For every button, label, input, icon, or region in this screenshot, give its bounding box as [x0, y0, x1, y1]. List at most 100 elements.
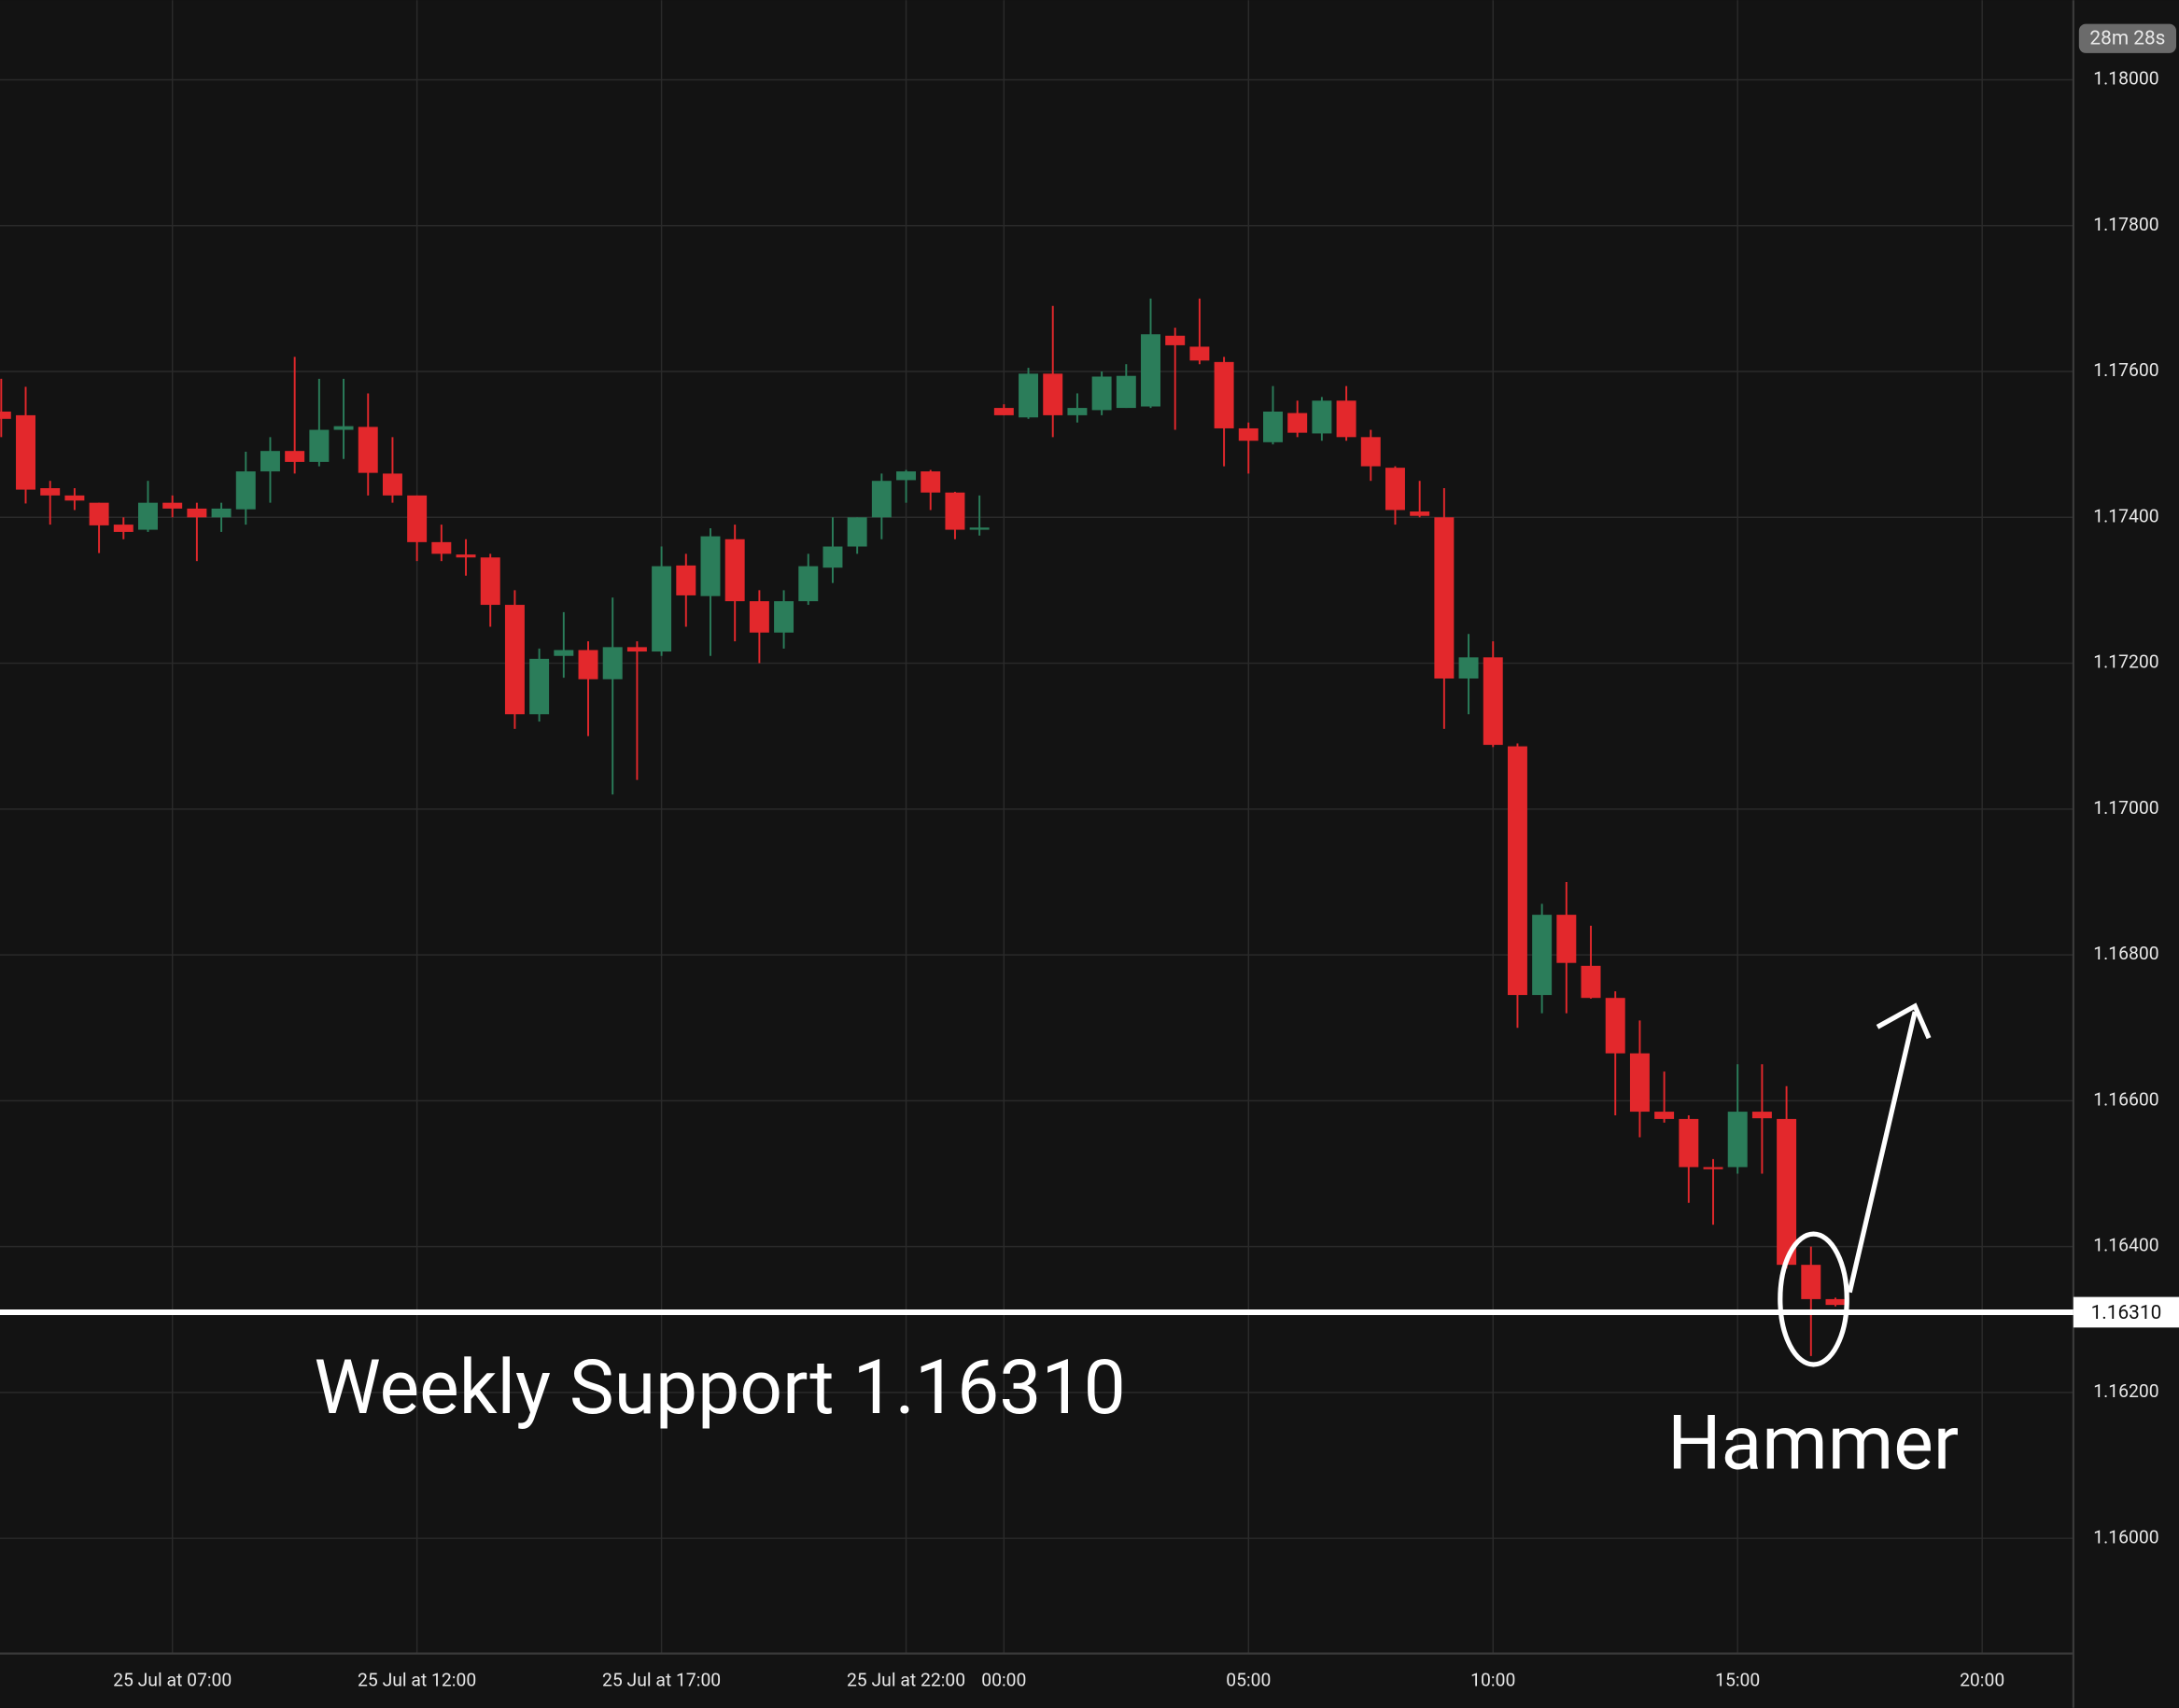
candle-body — [554, 650, 574, 656]
candle-body — [1116, 375, 1136, 409]
candle-body — [333, 426, 354, 430]
candle-body — [945, 492, 965, 530]
candle-body — [1458, 657, 1479, 679]
candle-body — [1091, 376, 1112, 411]
y-tick-label: 1.17400 — [2093, 505, 2158, 526]
candle-body — [529, 658, 550, 715]
candle-body — [602, 647, 623, 679]
candle-body — [1141, 334, 1160, 407]
candle-body — [626, 647, 647, 652]
y-tick-label: 1.16600 — [2093, 1088, 2158, 1110]
y-tick-label: 1.16000 — [2093, 1526, 2158, 1547]
candle-body — [652, 566, 672, 652]
arrow-shaft — [1847, 1011, 1918, 1294]
candle-body — [1312, 400, 1332, 434]
candle-body — [456, 554, 476, 558]
candle-body — [724, 539, 745, 602]
hammer-circle — [1778, 1231, 1849, 1367]
candle-body — [40, 488, 61, 496]
grid — [0, 0, 2074, 1654]
y-tick-label: 1.16200 — [2093, 1380, 2158, 1402]
x-tick-label: 00:00 — [981, 1670, 1026, 1691]
candle-body — [798, 566, 819, 602]
candle-body — [1434, 517, 1455, 679]
candle-body — [1605, 998, 1625, 1054]
countdown-box — [2078, 23, 2177, 53]
support-price-box — [2073, 1296, 2179, 1328]
candles — [0, 298, 1846, 1356]
candle-body — [993, 408, 1014, 415]
candle-body — [285, 451, 305, 462]
candle-body — [89, 502, 109, 525]
candle-body — [0, 411, 11, 419]
candle-body — [700, 536, 721, 596]
candle-body — [969, 527, 990, 530]
candle-body — [235, 471, 256, 510]
candle-body — [1263, 411, 1283, 442]
y-tick-label: 1.17200 — [2093, 651, 2158, 673]
candle-body — [1385, 468, 1405, 511]
x-tick-label: 25 Jul at 22:00 — [847, 1670, 965, 1691]
candle-body — [1287, 413, 1308, 433]
candle-body — [162, 502, 183, 509]
candle-body — [1483, 657, 1503, 746]
candle-body — [431, 541, 452, 554]
y-tick-label: 1.16400 — [2093, 1235, 2158, 1256]
candle-body — [1801, 1265, 1821, 1299]
candle-body — [382, 473, 402, 496]
candle-body — [749, 601, 769, 633]
candle-body — [1019, 373, 1039, 418]
candle-body — [1360, 437, 1381, 467]
candle-body — [1825, 1298, 1846, 1306]
x-tick-label: 10:00 — [1470, 1670, 1515, 1691]
hammer-annotation: Hammer — [1667, 1399, 1959, 1488]
candle-body — [1410, 511, 1430, 516]
arrow-head — [1876, 1002, 1932, 1040]
candle-body — [1727, 1112, 1748, 1168]
candle-body — [309, 429, 330, 462]
support-annotation: Weekly Support 1.16310 — [314, 1343, 1125, 1432]
y-tick-label: 1.17800 — [2093, 214, 2158, 235]
candle-body — [822, 546, 843, 568]
x-tick-label: 05:00 — [1226, 1670, 1271, 1691]
candle-body — [187, 508, 207, 518]
candle-body — [16, 414, 35, 490]
x-tick-label: 25 Jul at 17:00 — [602, 1670, 721, 1691]
candle-body — [1679, 1118, 1699, 1168]
candle-body — [1238, 427, 1258, 441]
x-tick-label: 25 Jul at 12:00 — [358, 1670, 476, 1691]
x-tick-label: 25 Jul at 07:00 — [113, 1670, 232, 1691]
candle-body — [871, 481, 892, 518]
candle-body — [1165, 335, 1186, 345]
candle-body — [1629, 1053, 1650, 1113]
candle-body — [504, 605, 525, 715]
candle-body — [1189, 346, 1210, 361]
candle-body — [578, 650, 598, 679]
candle-body — [847, 517, 867, 547]
x-tick-label: 15:00 — [1715, 1670, 1760, 1691]
y-tick-label: 1.17000 — [2093, 797, 2158, 819]
candle-body — [1703, 1167, 1723, 1169]
candle-body — [1507, 746, 1527, 996]
candle-body — [113, 525, 134, 532]
countdown: 28m 28s — [2089, 27, 2165, 49]
candle-body — [774, 601, 794, 633]
candle-body — [1654, 1112, 1675, 1119]
candle-body — [211, 508, 232, 518]
candle-body — [358, 427, 378, 473]
candle-body — [676, 565, 696, 595]
y-tick-label: 1.18000 — [2093, 68, 2158, 90]
candle-body — [407, 495, 428, 542]
candle-body — [896, 471, 917, 481]
candle-body — [1214, 361, 1234, 428]
candle-body — [921, 471, 941, 493]
axis-labels: 1.16000 1.16200 1.16400 1.16600 1.16800 1.170… — [113, 68, 2159, 1691]
y-tick-label: 1.17600 — [2093, 359, 2158, 381]
candle-body — [64, 495, 85, 501]
candle-body — [480, 557, 500, 606]
candle-body — [1067, 408, 1088, 415]
candle-body — [1751, 1112, 1772, 1119]
